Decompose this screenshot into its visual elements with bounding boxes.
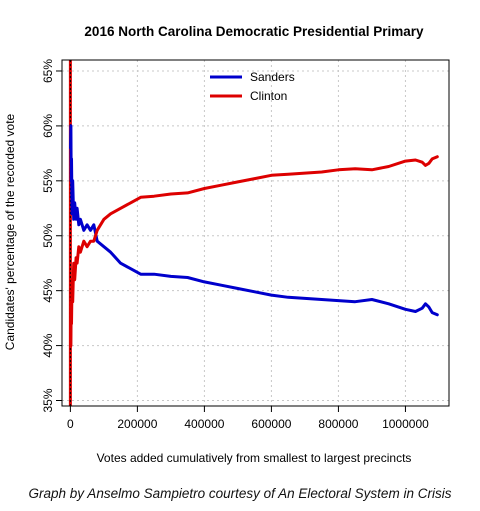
grid — [62, 60, 449, 406]
y-tick-label: 35% — [41, 388, 55, 412]
series-line-sanders — [69, 124, 439, 317]
y-axis: 35% 40% 45% 50% 55% 60% 65% — [41, 59, 62, 413]
y-tick-label: 65% — [41, 59, 55, 83]
y-tick-label: 60% — [41, 114, 55, 138]
y-axis-label: Candidates' percentage of the recorded v… — [3, 113, 17, 350]
y-tick-label: 45% — [41, 278, 55, 302]
series-group — [69, 124, 439, 348]
y-tick-label: 50% — [41, 223, 55, 247]
x-axis-label: Votes added cumulatively from smallest t… — [97, 451, 412, 465]
x-axis: 0 200000 400000 600000 800000 1000000 — [67, 406, 429, 431]
legend: Sanders Clinton — [210, 70, 295, 103]
y-tick-label: 40% — [41, 333, 55, 357]
x-tick-label: 400000 — [184, 417, 224, 431]
x-tick-label: 600000 — [251, 417, 291, 431]
series-line-clinton — [69, 155, 439, 348]
credit-text: Graph by Anselmo Sampietro courtesy of A… — [28, 486, 452, 501]
plot-frame — [61, 59, 450, 407]
x-tick-label: 200000 — [117, 417, 157, 431]
chart-title: 2016 North Carolina Democratic President… — [84, 24, 424, 39]
x-tick-label: 1000000 — [382, 417, 429, 431]
y-tick-label: 55% — [41, 168, 55, 192]
legend-label-clinton: Clinton — [250, 89, 287, 103]
legend-label-sanders: Sanders — [250, 70, 295, 84]
x-tick-label: 800000 — [318, 417, 358, 431]
x-tick-label: 0 — [67, 417, 74, 431]
